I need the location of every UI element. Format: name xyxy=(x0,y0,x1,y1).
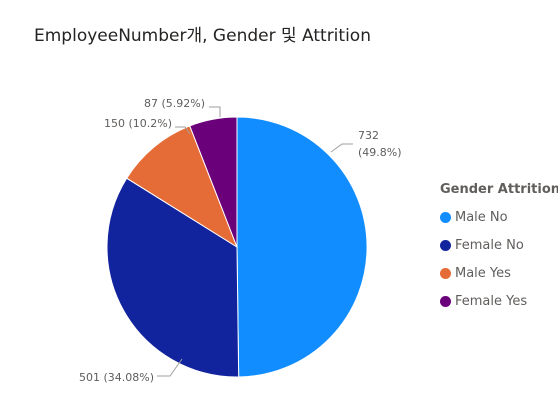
pie-slice-male-no[interactable] xyxy=(236,116,368,378)
legend-swatch-female-no xyxy=(440,239,451,251)
data-label-male-no: 732 xyxy=(358,129,379,142)
leader-line-male-no xyxy=(330,143,353,153)
chart-title: EmployeeNumber개, Gender 및 Attrition xyxy=(34,26,371,46)
legend-title: Gender Attrition xyxy=(440,182,558,197)
pie-slice-female-yes[interactable] xyxy=(189,116,238,248)
pie-slice-male-yes[interactable] xyxy=(126,125,239,249)
leader-line-male-yes xyxy=(175,126,191,135)
leader-line-female-no xyxy=(157,358,183,377)
legend: Gender Attrition Male No Female No Male … xyxy=(440,182,558,315)
legend-item-female-no[interactable]: Female No xyxy=(440,231,558,259)
data-label-male-yes: 150 (10.2%) xyxy=(104,117,172,130)
legend-swatch-female-yes xyxy=(440,295,451,307)
data-label-female-yes: 87 (5.92%) xyxy=(144,97,205,110)
data-label-male-no: (49.8%) xyxy=(358,146,402,159)
legend-item-female-yes[interactable]: Female Yes xyxy=(440,287,558,315)
legend-label: Female No xyxy=(455,237,524,253)
legend-swatch-male-no xyxy=(440,211,451,223)
legend-label: Male Yes xyxy=(455,265,511,281)
legend-swatch-male-yes xyxy=(440,267,451,279)
leader-line-female-yes xyxy=(209,106,221,117)
data-label-female-no: 501 (34.08%) xyxy=(79,371,154,384)
legend-label: Male No xyxy=(455,209,508,225)
legend-item-male-yes[interactable]: Male Yes xyxy=(440,259,558,287)
legend-label: Female Yes xyxy=(455,293,528,309)
legend-item-male-no[interactable]: Male No xyxy=(440,203,558,231)
